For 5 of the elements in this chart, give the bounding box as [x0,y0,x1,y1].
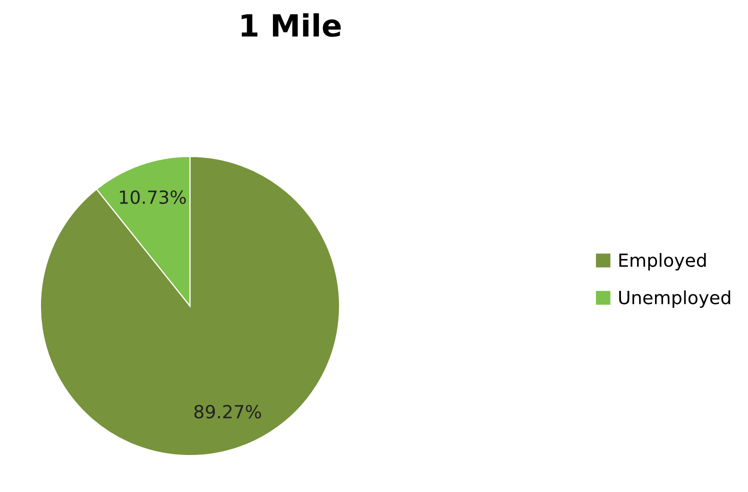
data-label: 89.27% [194,404,262,419]
legend-label: Employed [619,253,706,271]
data-label: 10.73% [120,190,186,204]
chart-title: 1 Mile [242,13,341,37]
legend-label: Unemployed [619,290,730,308]
